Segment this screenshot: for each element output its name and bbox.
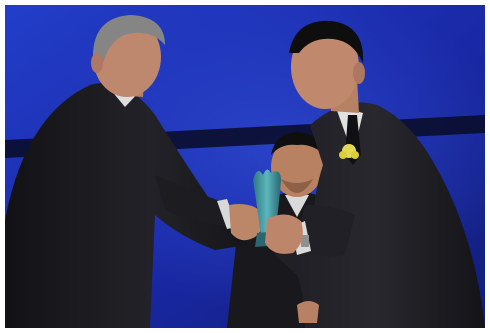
left-man-presenter (5, 15, 264, 328)
ceremony-photo (5, 5, 485, 328)
right-man-recipient (265, 20, 485, 328)
vignette (5, 5, 485, 328)
boutonniere (339, 144, 359, 159)
photo-canvas (5, 5, 485, 328)
